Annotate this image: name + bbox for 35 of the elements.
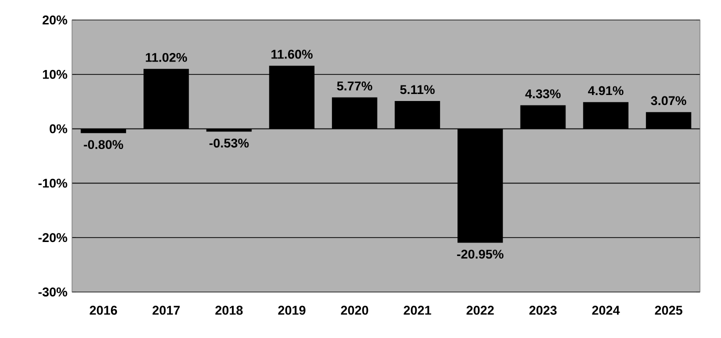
x-tick-label: 2016 [90, 306, 118, 315]
y-tick-label: -20% [38, 233, 68, 242]
x-tick-label: 2018 [215, 306, 243, 315]
data-label: 11.60% [271, 50, 313, 59]
y-tick-label: -30% [38, 287, 68, 296]
bar [80, 128, 126, 134]
y-tick-label: 0% [50, 124, 68, 134]
x-tick-label: 2023 [529, 306, 557, 315]
data-label: 5.11% [400, 85, 435, 94]
data-label: -20.95% [457, 250, 504, 259]
x-tick-label: 2025 [654, 306, 682, 315]
data-label: 5.77% [337, 82, 372, 90]
x-tick-label: 2020 [340, 306, 368, 315]
bar [269, 66, 314, 129]
data-label: 11.02% [146, 52, 188, 62]
x-tick-label: 2017 [152, 306, 180, 315]
bar [583, 102, 628, 129]
bar [458, 128, 503, 243]
data-label: -0.80% [84, 140, 124, 150]
bar [144, 68, 189, 129]
data-label: 4.91% [588, 86, 624, 96]
y-tick-label: -10% [38, 178, 68, 188]
bar [332, 97, 378, 129]
x-tick-label: 2021 [404, 306, 432, 315]
x-tick-label: 2019 [278, 306, 306, 315]
bar [394, 101, 440, 129]
data-label: 3.07% [650, 96, 686, 106]
data-label: 4.33% [525, 89, 561, 98]
x-tick-label: 2022 [466, 306, 494, 315]
y-tick-label: 10% [42, 70, 68, 79]
y-tick-label: 20% [42, 16, 68, 24]
bar [646, 112, 692, 129]
x-tick-label: 2024 [592, 306, 620, 315]
data-label: -0.53% [209, 138, 249, 148]
bar [520, 105, 566, 129]
